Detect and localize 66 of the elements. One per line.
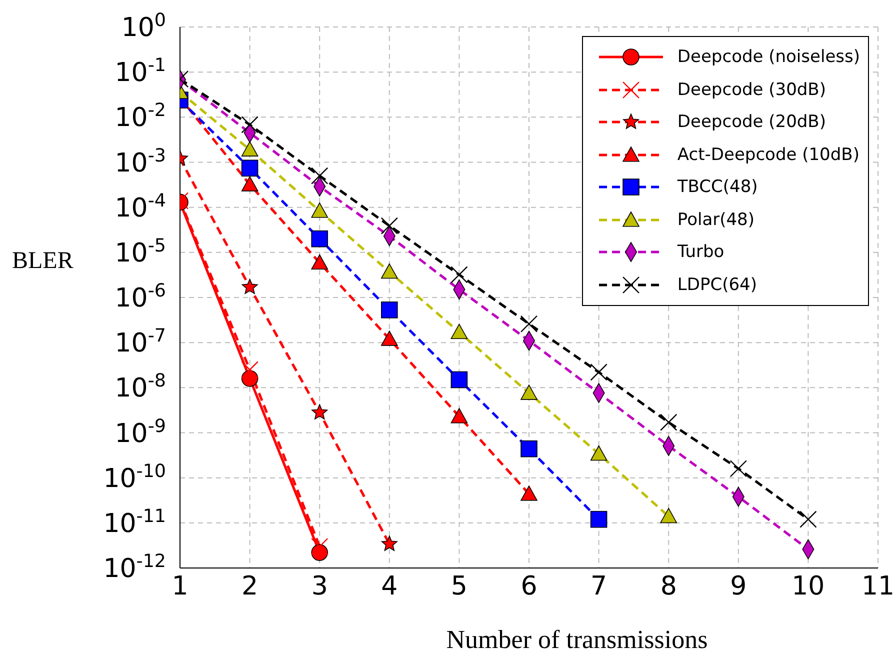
- point: [660, 414, 678, 431]
- point: [381, 536, 398, 551]
- legend-label: LDPC(64): [677, 274, 758, 295]
- point: [311, 254, 328, 270]
- legend-label: Deepcode (noiseless): [677, 47, 860, 68]
- x-tick-label: 8: [660, 571, 677, 602]
- x-tick-label: 11: [861, 571, 895, 602]
- y-tick-label: 10$^{-7}$: [114, 325, 166, 359]
- x-axis-title: Number of transmissions: [446, 625, 708, 654]
- legend-label: Polar(48): [677, 210, 754, 230]
- point: [730, 460, 747, 478]
- point: [311, 167, 328, 184]
- y-tick-label: 10$^{-5}$: [114, 234, 166, 268]
- x-tick-label: 1: [172, 571, 188, 602]
- point: [520, 315, 538, 332]
- point: [450, 266, 468, 284]
- point: [520, 440, 538, 458]
- x-tick-label: 10: [792, 571, 825, 602]
- point: [381, 330, 398, 346]
- point: [241, 141, 258, 156]
- point: [450, 408, 468, 424]
- legend-label: Deepcode (30dB): [677, 80, 826, 100]
- x-tick-label: 3: [311, 571, 328, 602]
- x-tick-label: 7: [590, 571, 608, 602]
- point: [242, 278, 258, 294]
- x-tick-label: 9: [730, 571, 747, 602]
- y-tick-label: 10$^{-11}$: [103, 505, 166, 539]
- y-tick-label: 10$^{0}$: [121, 10, 166, 43]
- point: [241, 361, 258, 378]
- y-tick-label: 10$^{-1}$: [114, 54, 166, 88]
- x-tick-label: 2: [242, 571, 258, 602]
- point: [590, 445, 608, 461]
- point: [241, 116, 258, 134]
- point: [381, 263, 398, 279]
- legend-label: Turbo: [677, 242, 724, 262]
- y-tick-label: 10$^{-2}$: [114, 100, 166, 134]
- y-axis-title: BLER: [12, 248, 74, 274]
- point: [520, 486, 538, 501]
- x-tick-label: 4: [381, 571, 398, 602]
- legend-label: Deepcode (20dB): [677, 112, 826, 132]
- point: [520, 384, 538, 400]
- point: [590, 510, 608, 528]
- point: [380, 217, 398, 234]
- point: [450, 371, 468, 388]
- y-tick-label: 10$^{-10}$: [103, 460, 166, 494]
- point: [660, 508, 677, 524]
- point: [381, 302, 398, 318]
- y-tick-label: 10$^{-12}$: [103, 550, 166, 584]
- x-tick-label: 5: [450, 571, 468, 602]
- point: [311, 538, 328, 556]
- point: [312, 404, 328, 420]
- y-tick-label: 10$^{-4}$: [114, 190, 166, 224]
- point: [800, 510, 817, 528]
- y-tick-label: 10$^{-6}$: [114, 280, 166, 314]
- y-tick-label: 10$^{-3}$: [114, 144, 166, 178]
- point: [311, 230, 328, 248]
- point: [311, 202, 328, 218]
- x-tick-label: 6: [520, 571, 538, 602]
- legend-label: Act-Deepcode (10dB): [677, 144, 860, 165]
- y-tick-label: 10$^{-9}$: [114, 415, 166, 449]
- point: [241, 160, 258, 177]
- point: [590, 364, 608, 381]
- legend-label: TBCC(48): [677, 177, 758, 198]
- point: [450, 324, 468, 339]
- y-tick-label: 10$^{-8}$: [114, 370, 166, 404]
- point: [241, 176, 258, 192]
